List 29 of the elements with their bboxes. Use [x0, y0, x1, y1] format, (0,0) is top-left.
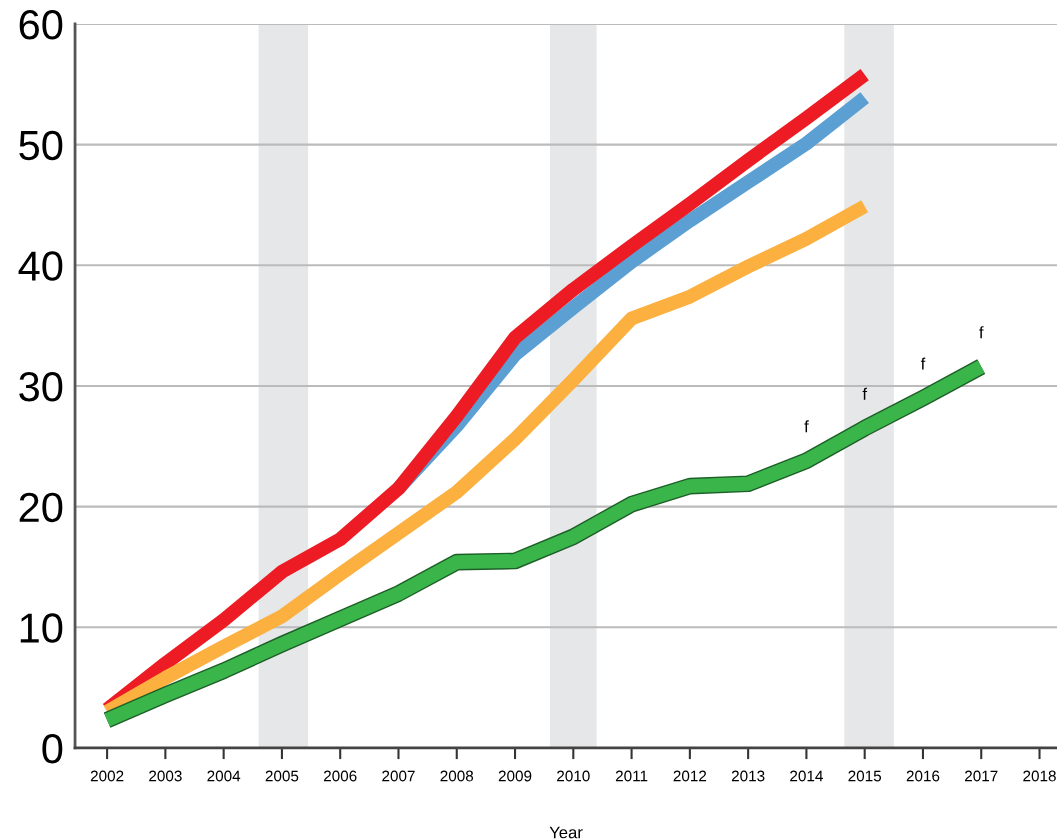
x-tick-label: 2016 — [906, 770, 940, 782]
x-tick-label: 2006 — [323, 770, 357, 782]
x-tick-label: 2013 — [731, 770, 765, 782]
x-tick-label: 2008 — [440, 770, 474, 782]
annotation: f — [804, 420, 809, 433]
annotation: f — [979, 326, 984, 339]
x-tick-label: 2007 — [382, 770, 415, 782]
x-axis-title: Year — [549, 826, 583, 839]
y-tick-label: 40 — [18, 251, 63, 281]
y-tick-label: 30 — [19, 371, 63, 402]
y-tick-label: 60 — [19, 10, 63, 40]
x-tick-label: 2015 — [848, 770, 882, 782]
y-tick-label: 50 — [19, 130, 63, 161]
x-tick-label: 2012 — [673, 770, 707, 782]
annotation: f — [862, 387, 868, 400]
x-tick-label: 2014 — [790, 770, 823, 782]
y-tick-label: 0 — [42, 733, 63, 764]
x-tick-label: 2009 — [498, 770, 532, 782]
x-tick-label: 2002 — [90, 770, 124, 782]
x-tick-label: 2005 — [265, 770, 299, 782]
y-tick-label: 20 — [19, 492, 63, 523]
y-tick-label: 10 — [20, 613, 63, 643]
x-tick-label: 2004 — [207, 770, 241, 782]
annotation: f — [920, 357, 926, 370]
x-tick-label: 2017 — [965, 770, 998, 782]
x-tick-label: 2010 — [557, 770, 590, 782]
x-tick-label: 2003 — [149, 770, 182, 782]
x-tick-label: 2018 — [1023, 770, 1056, 782]
x-tick-label: 2011 — [615, 770, 648, 782]
